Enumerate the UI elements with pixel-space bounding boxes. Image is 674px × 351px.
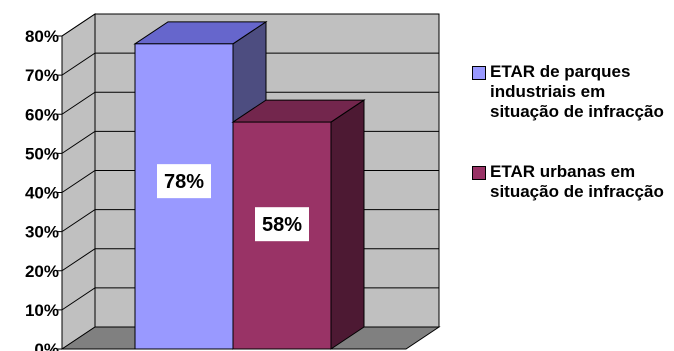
gridline [61,13,439,37]
y-tick-label: 30% [25,223,59,242]
y-tick-label: 80% [25,27,59,46]
y-tick-label: 0% [34,340,59,351]
y-tick-label: 20% [25,262,59,281]
data-label-industrial: 78% [164,171,204,193]
data-label-box-industrial [157,164,211,199]
y-tick-label: 10% [25,301,59,320]
legend-label-urban: ETAR urbanas em situação de infracção [490,162,664,201]
legend-item-industrial: ETAR de parques industriais em situação … [472,62,672,122]
gridline [61,52,439,76]
bar-side-urban [330,99,365,350]
bar-group-urban: 58% [231,99,366,350]
legend-item-urban: ETAR urbanas em situação de infracção [472,162,672,202]
y-tick-label: 40% [25,184,59,203]
y-axis: 0% 10% 20% 30% 40% 50% 60% 70% 80% [25,27,406,351]
y-tick-label: 60% [25,105,59,124]
legend-label-industrial: ETAR de parques industriais em situação … [490,62,664,121]
legend: ETAR de parques industriais em situação … [472,62,672,242]
bars: 78% 58% [133,20,366,350]
y-tick-label: 50% [25,144,59,163]
y-tick-label: 70% [25,66,59,85]
data-label-box-urban [255,207,309,242]
gridline [61,91,439,115]
legend-swatch-urban [472,166,486,180]
legend-swatch-industrial [472,66,486,80]
data-label-urban: 58% [262,214,302,236]
